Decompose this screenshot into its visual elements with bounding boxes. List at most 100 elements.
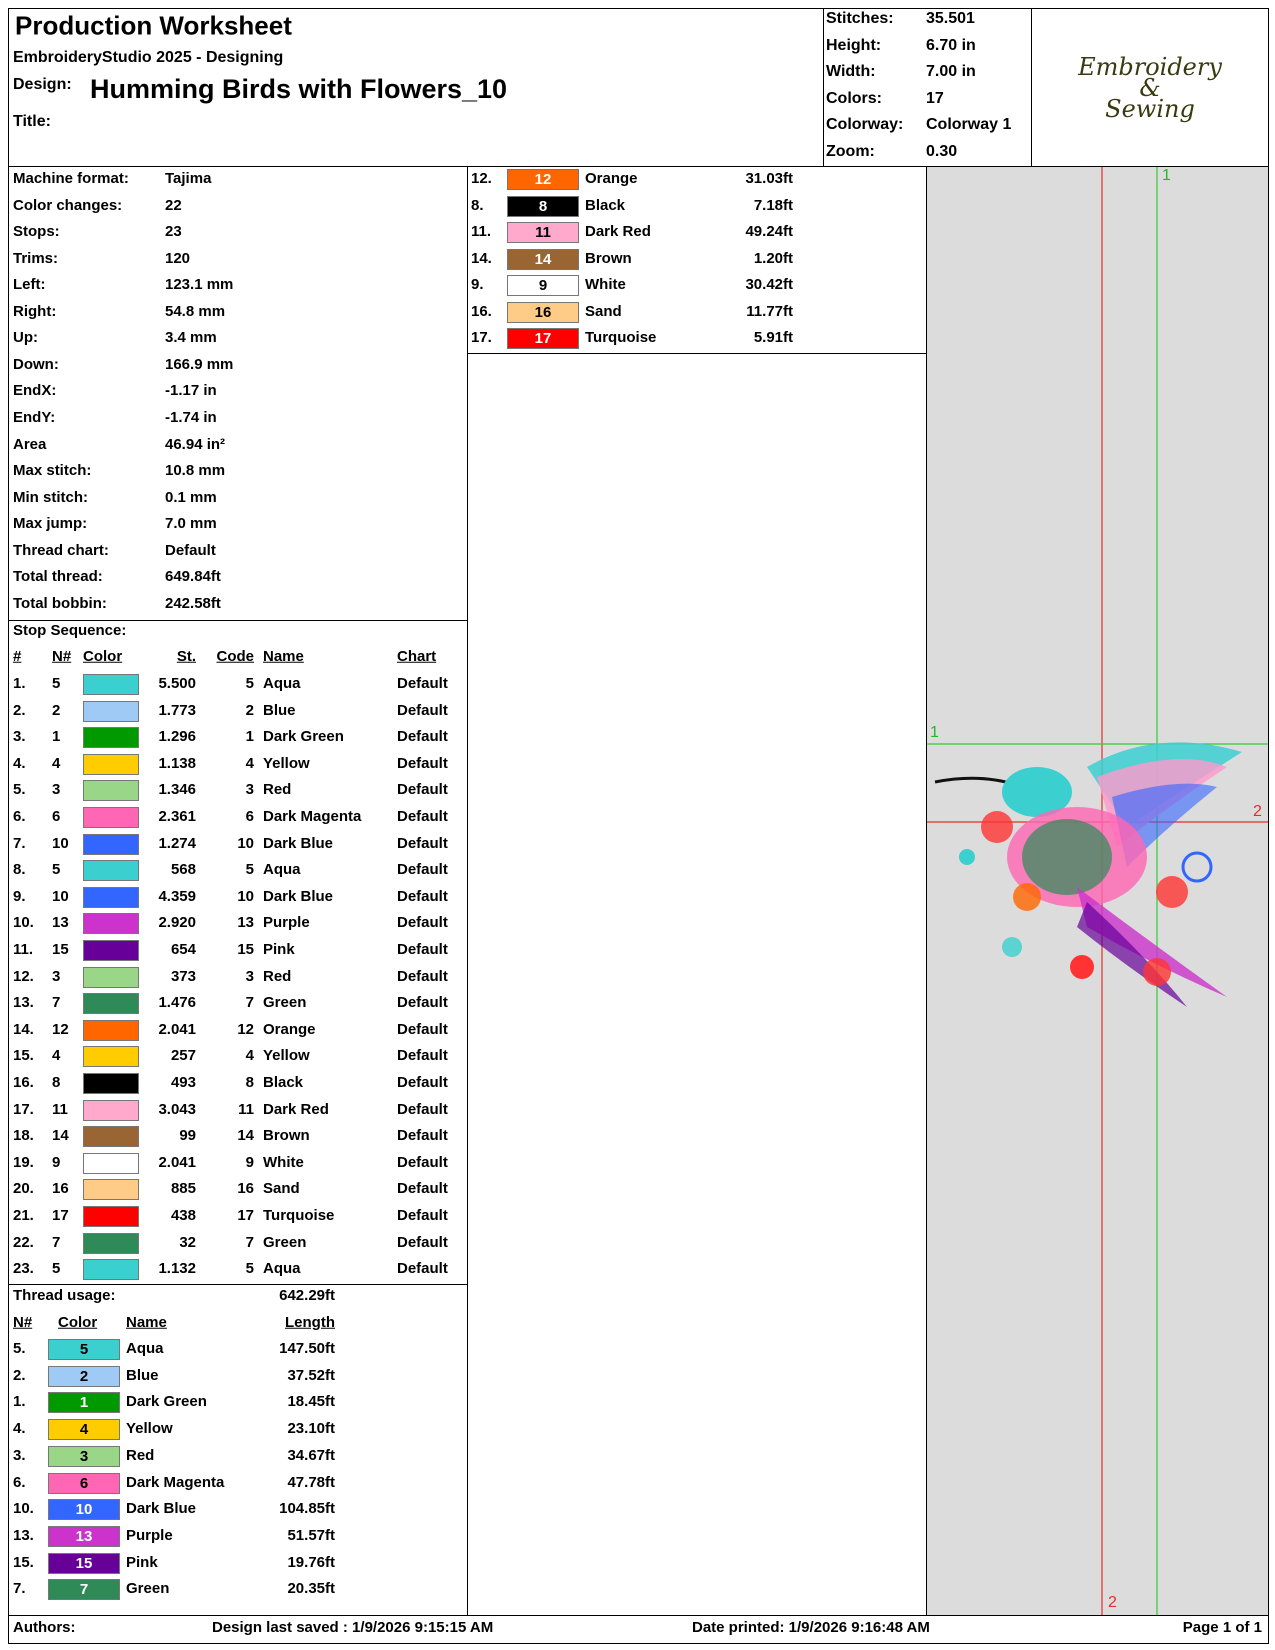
swatch-label: 17 <box>534 330 552 347</box>
thread-chart: Default <box>397 887 448 905</box>
info-value: 3.4 mm <box>165 329 217 347</box>
color-name: Purple <box>263 914 310 932</box>
color-code: 16 <box>237 1180 254 1198</box>
color-name: Dark Blue <box>263 834 334 852</box>
stat-label: Stitches: <box>826 10 894 28</box>
color-swatch <box>83 966 139 988</box>
color-name: Pink <box>263 940 295 958</box>
thread-length: 147.50ft <box>279 1339 335 1357</box>
needle-number: 7 <box>52 1233 61 1251</box>
info-label: Total thread: <box>13 568 103 586</box>
color-name: Dark Magenta <box>263 807 362 825</box>
stop-number: 12. <box>13 967 34 985</box>
thread-length: 5.91ft <box>753 328 793 346</box>
color-swatch: 6 <box>48 1472 120 1494</box>
color-name: Yellow <box>263 1047 310 1065</box>
needle-number: 14 <box>52 1126 69 1144</box>
info-value: 22 <box>165 196 182 214</box>
swatch-label: 3 <box>79 1447 89 1465</box>
color-name: White <box>263 1153 304 1171</box>
color-swatch <box>83 780 139 802</box>
info-label: Thread chart: <box>13 541 109 559</box>
stat-value: 35.501 <box>926 10 975 28</box>
color-swatch: 17 <box>507 328 579 349</box>
needle-number: 4 <box>52 1047 61 1065</box>
divider <box>926 166 927 1615</box>
color-swatch <box>83 833 139 855</box>
needle-number: 12. <box>471 169 492 187</box>
swatch-label: 7 <box>79 1581 89 1599</box>
needle-number: 17 <box>52 1206 69 1224</box>
color-code: 5 <box>245 1259 254 1277</box>
thread-chart: Default <box>397 1153 448 1171</box>
color-swatch: 12 <box>507 169 579 190</box>
info-value: -1.17 in <box>165 382 217 400</box>
needle-number: 10. <box>13 1499 34 1517</box>
info-label: Up: <box>13 329 38 347</box>
stop-number: 21. <box>13 1206 34 1224</box>
needle-number: 5. <box>13 1339 26 1357</box>
info-label: Down: <box>13 355 59 373</box>
thread-chart: Default <box>397 1233 448 1251</box>
info-value: 649.84ft <box>165 568 221 586</box>
info-label: Max jump: <box>13 515 88 533</box>
color-swatch: 5 <box>48 1339 120 1360</box>
info-value: 120 <box>165 249 191 267</box>
column-header: Color <box>83 647 123 665</box>
info-value: 46.94 in² <box>165 435 226 453</box>
thread-chart: Default <box>397 993 448 1011</box>
divider <box>823 8 824 166</box>
swatch-label: 13 <box>75 1527 93 1545</box>
divider <box>8 1284 467 1285</box>
needle-number: 5 <box>52 860 61 878</box>
color-swatch: 2 <box>48 1365 120 1387</box>
thread-chart: Default <box>397 914 448 932</box>
color-name: Orange <box>263 1020 316 1038</box>
color-name: Sand <box>263 1180 300 1198</box>
info-label: Trims: <box>13 249 59 267</box>
color-name: Orange <box>585 169 638 187</box>
info-label: Max stitch: <box>13 461 92 479</box>
guide-label: 2 <box>1108 1594 1117 1612</box>
divider <box>1031 8 1032 166</box>
thread-length: 37.52ft <box>287 1366 335 1384</box>
color-swatch <box>83 1232 139 1254</box>
divider <box>8 166 1268 167</box>
design-name: Humming Birds with Flowers_10 <box>90 74 508 105</box>
thread-chart: Default <box>397 1020 448 1038</box>
stop-number: 1. <box>13 674 26 692</box>
color-code: 9 <box>245 1153 254 1171</box>
needle-number: 3. <box>13 1446 26 1464</box>
color-name: Green <box>263 993 307 1011</box>
guide-label: 2 <box>1253 803 1262 821</box>
column-header: St. <box>176 647 196 665</box>
color-name: Dark Blue <box>126 1499 197 1517</box>
color-name: Dark Green <box>263 727 344 745</box>
stitch-count: 5.500 <box>158 674 196 692</box>
stop-number: 17. <box>13 1100 34 1118</box>
color-swatch <box>83 1046 139 1068</box>
needle-number: 6 <box>52 807 61 825</box>
logo-text: & <box>1139 73 1161 102</box>
stat-label: Zoom: <box>826 143 875 161</box>
color-name: Yellow <box>126 1419 173 1437</box>
stat-label: Height: <box>826 36 882 54</box>
color-swatch: 7 <box>48 1579 120 1601</box>
color-name: Brown <box>263 1126 310 1144</box>
stop-number: 19. <box>13 1153 34 1171</box>
color-swatch: 9 <box>507 275 579 296</box>
section-title: Stop Sequence: <box>13 621 127 639</box>
color-swatch: 10 <box>48 1499 120 1521</box>
stat-label: Colorway: <box>826 116 904 134</box>
guide-label: 1 <box>930 724 939 742</box>
color-swatch <box>83 1099 139 1121</box>
stitch-count: 1.138 <box>158 754 196 772</box>
stop-number: 16. <box>13 1073 34 1091</box>
border <box>8 8 9 1644</box>
info-label: Machine format: <box>13 169 129 187</box>
stat-label: Width: <box>826 63 876 81</box>
stitch-count: 3.043 <box>158 1100 196 1118</box>
needle-number: 1. <box>13 1393 26 1411</box>
thread-chart: Default <box>397 674 448 692</box>
stitch-count: 1.296 <box>158 727 196 745</box>
